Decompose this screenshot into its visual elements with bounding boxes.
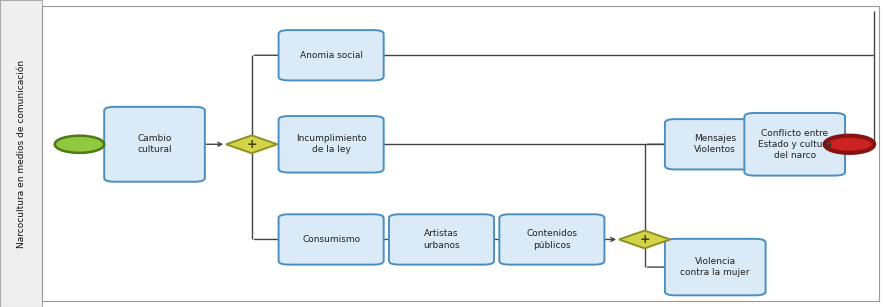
Text: Conflicto entre
Estado y cultura
del narco: Conflicto entre Estado y cultura del nar… xyxy=(758,129,832,160)
FancyBboxPatch shape xyxy=(744,113,845,176)
FancyBboxPatch shape xyxy=(389,214,494,265)
FancyBboxPatch shape xyxy=(665,119,766,169)
Text: Incumplimiento
de la ley: Incumplimiento de la ley xyxy=(296,134,366,154)
FancyBboxPatch shape xyxy=(42,6,879,301)
FancyBboxPatch shape xyxy=(278,30,383,80)
FancyBboxPatch shape xyxy=(104,107,205,182)
Text: +: + xyxy=(246,138,257,151)
Circle shape xyxy=(55,136,104,153)
Text: Narcocultura en medios de comunicación: Narcocultura en medios de comunicación xyxy=(17,60,26,247)
Text: Cambio
cultural: Cambio cultural xyxy=(137,134,172,154)
Text: Anomia social: Anomia social xyxy=(299,51,363,60)
FancyBboxPatch shape xyxy=(278,214,383,265)
Circle shape xyxy=(825,136,874,153)
FancyBboxPatch shape xyxy=(278,116,383,173)
Text: Violencia
contra la mujer: Violencia contra la mujer xyxy=(681,257,750,277)
Text: Artistas
urbanos: Artistas urbanos xyxy=(423,229,460,250)
Polygon shape xyxy=(619,231,670,248)
FancyBboxPatch shape xyxy=(0,0,42,307)
FancyBboxPatch shape xyxy=(665,239,766,295)
Text: Contenidos
públicos: Contenidos públicos xyxy=(526,229,577,250)
Text: +: + xyxy=(639,233,650,246)
Polygon shape xyxy=(226,135,277,153)
Text: Consumismo: Consumismo xyxy=(302,235,360,244)
FancyBboxPatch shape xyxy=(500,214,604,265)
Text: Mensajes
Violentos: Mensajes Violentos xyxy=(694,134,736,154)
